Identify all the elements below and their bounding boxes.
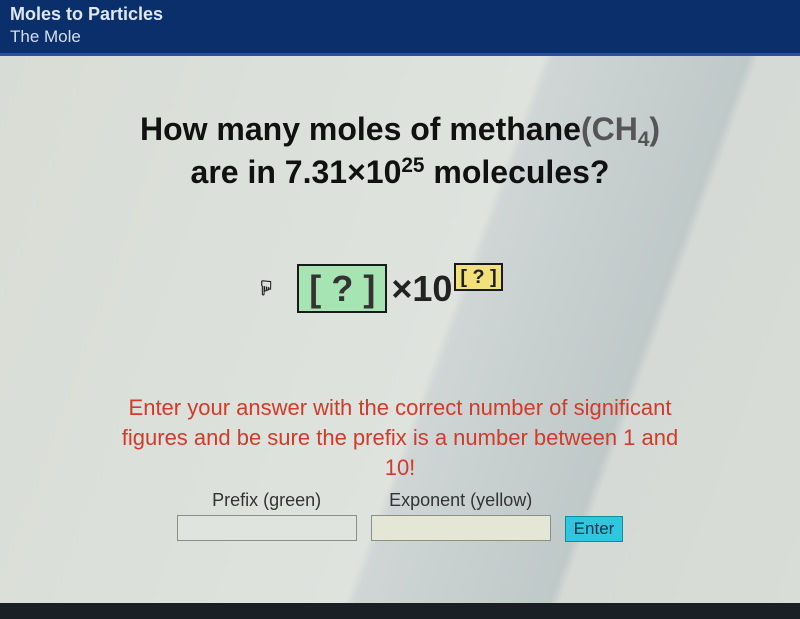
rbr: ]	[363, 268, 375, 309]
header-bar: Moles to Particles The Mole	[0, 0, 800, 56]
times-ten-label: ×10	[391, 268, 452, 309]
formula-subscript: 4	[638, 128, 650, 151]
exponent-placeholder-box[interactable]: [ ? ]	[454, 263, 502, 292]
question-line2-pre: are in	[191, 154, 285, 190]
prefix-placeholder-box[interactable]: [ ? ]	[297, 264, 387, 313]
question-coefficient: 7.31	[285, 154, 347, 190]
prefix-label: Prefix (green)	[212, 490, 321, 511]
question-line1-pre: How many moles of methane	[140, 111, 581, 147]
pointer-cursor-icon: ☟	[260, 276, 272, 301]
exponent-label: Exponent (yellow)	[389, 490, 532, 511]
prefix-input[interactable]	[177, 515, 357, 541]
qm2: ?	[473, 266, 485, 288]
lesson-subtitle: The Mole	[10, 27, 790, 47]
question-times10: ×10	[347, 154, 401, 190]
exponent-input[interactable]	[371, 515, 551, 541]
elbr: [	[460, 266, 467, 288]
hint-text: Enter your answer with the correct numbe…	[115, 393, 685, 482]
qm1: ?	[331, 268, 353, 309]
prefix-q: [ ? ]	[309, 268, 375, 309]
content-area: How many moles of methane(CH4) are in 7.…	[0, 56, 800, 542]
lesson-title: Moles to Particles	[10, 4, 790, 25]
formula-base: CH	[592, 111, 638, 147]
enter-button[interactable]: Enter	[565, 516, 624, 542]
formula-close: )	[649, 111, 660, 147]
question-text: How many moles of methane(CH4) are in 7.…	[75, 108, 725, 194]
formula-open: (	[581, 111, 592, 147]
prefix-field-group: Prefix (green)	[177, 490, 357, 541]
lbr: [	[309, 268, 321, 309]
question-line2-post: molecules?	[425, 154, 610, 190]
inputs-row: Prefix (green) Exponent (yellow) Enter	[125, 490, 675, 542]
exponent-field-group: Exponent (yellow)	[371, 490, 551, 541]
erbr: ]	[490, 266, 497, 288]
bottom-bar	[0, 603, 800, 619]
answer-template: ☟ [ ? ] ×10[ ? ]	[40, 264, 760, 313]
question-exponent: 25	[401, 154, 424, 177]
